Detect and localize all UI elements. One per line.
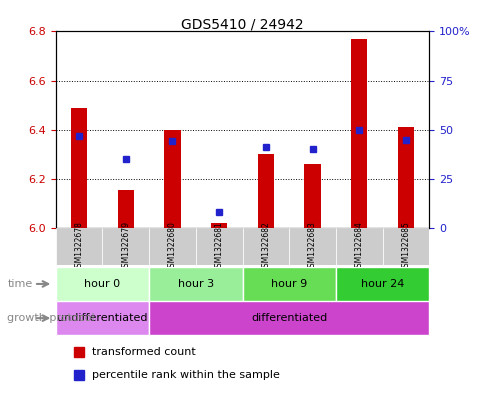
Bar	[149, 228, 196, 265]
Bar	[118, 190, 134, 228]
Text: hour 24: hour 24	[360, 279, 403, 289]
Text: transformed count: transformed count	[92, 347, 196, 357]
Text: hour 0: hour 0	[84, 279, 120, 289]
Bar	[242, 267, 335, 301]
Bar	[196, 228, 242, 265]
Text: hour 3: hour 3	[178, 279, 213, 289]
Bar	[56, 267, 149, 301]
Bar	[164, 130, 180, 228]
Bar	[382, 228, 428, 265]
Bar	[242, 228, 288, 265]
Text: GSM1322678: GSM1322678	[75, 221, 83, 272]
Bar	[56, 301, 149, 335]
Text: GSM1322680: GSM1322680	[167, 221, 177, 272]
Text: GSM1322679: GSM1322679	[121, 221, 130, 272]
Text: GSM1322683: GSM1322683	[307, 221, 317, 272]
Bar	[288, 228, 335, 265]
Text: undifferentiated: undifferentiated	[57, 313, 148, 323]
Bar	[304, 164, 320, 228]
Bar	[211, 223, 227, 228]
Bar	[56, 228, 102, 265]
Bar	[335, 228, 382, 265]
Bar	[149, 267, 242, 301]
Text: differentiated: differentiated	[251, 313, 327, 323]
Bar	[71, 108, 87, 228]
Bar	[335, 267, 428, 301]
Text: growth protocol: growth protocol	[7, 313, 95, 323]
Text: GSM1322684: GSM1322684	[354, 221, 363, 272]
Bar	[102, 228, 149, 265]
Bar	[149, 301, 428, 335]
Bar	[350, 39, 366, 228]
Text: GSM1322685: GSM1322685	[401, 221, 409, 272]
Text: GSM1322682: GSM1322682	[261, 221, 270, 272]
Text: hour 9: hour 9	[271, 279, 307, 289]
Bar	[397, 127, 413, 228]
Text: percentile rank within the sample: percentile rank within the sample	[92, 370, 279, 380]
Bar	[257, 154, 273, 228]
Text: time: time	[7, 279, 32, 289]
Text: GSM1322681: GSM1322681	[214, 221, 223, 272]
Text: GDS5410 / 24942: GDS5410 / 24942	[181, 18, 303, 32]
